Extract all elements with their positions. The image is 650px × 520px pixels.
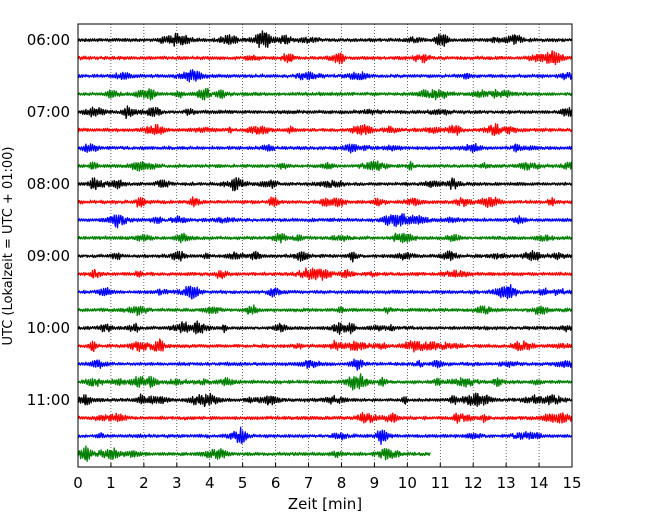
trace-0615 <box>77 50 573 66</box>
x-tick-label: 3 <box>172 474 182 492</box>
x-tick-label: 11 <box>431 474 450 492</box>
x-tick-label: 1 <box>106 474 116 492</box>
x-tick-label: 0 <box>73 474 83 492</box>
x-grid <box>110 24 540 467</box>
y-axis-label: UTC (Lokalzeit = UTC + 01:00) <box>1 147 16 346</box>
y-tick-label: 10:00 <box>27 319 70 337</box>
trace-0915 <box>77 267 573 281</box>
y-tick-label: 06:00 <box>27 31 70 49</box>
trace-1145 <box>77 445 431 462</box>
y-tick-label: 08:00 <box>27 175 70 193</box>
trace-1045 <box>77 373 573 391</box>
trace-0745 <box>78 160 573 172</box>
x-tick-label: 14 <box>530 474 549 492</box>
trace-1130 <box>77 426 573 445</box>
x-axis: 0 1 2 3 4 5 6 7 8 9 10 11 12 13 14 15 <box>73 463 582 492</box>
trace-1115 <box>77 411 573 424</box>
trace-1000 <box>77 320 573 335</box>
x-tick-label: 13 <box>497 474 516 492</box>
trace-0945 <box>77 304 573 317</box>
trace-0700 <box>77 105 573 120</box>
y-axis: 06:00 07:00 08:00 09:00 10:00 11:00 <box>27 31 82 409</box>
x-axis-label: Zeit [min] <box>288 495 362 513</box>
trace-0900 <box>77 250 572 263</box>
trace-1100 <box>77 392 573 408</box>
trace-0600 <box>77 30 573 49</box>
trace-0815 <box>77 196 573 209</box>
x-tick-label: 4 <box>205 474 215 492</box>
trace-1015 <box>77 338 573 353</box>
trace-0715 <box>77 123 573 137</box>
trace-0800 <box>77 177 573 192</box>
x-tick-label: 9 <box>370 474 380 492</box>
trace-0830 <box>77 213 573 229</box>
x-tick-label: 10 <box>398 474 417 492</box>
x-tick-label: 2 <box>139 474 149 492</box>
x-tick-label: 15 <box>562 474 581 492</box>
x-tick-label: 5 <box>238 474 248 492</box>
trace-0930 <box>77 283 573 300</box>
y-tick-label: 11:00 <box>27 391 70 409</box>
trace-0845 <box>77 232 573 244</box>
x-tick-label: 6 <box>271 474 281 492</box>
x-tick-label: 12 <box>464 474 483 492</box>
y-tick-label: 09:00 <box>27 247 70 265</box>
trace-0645 <box>77 87 573 101</box>
x-tick-label: 8 <box>337 474 347 492</box>
y-tick-label: 07:00 <box>27 103 70 121</box>
trace-1030 <box>77 358 573 371</box>
trace-0630 <box>77 69 573 83</box>
x-tick-label: 7 <box>304 474 314 492</box>
plot-frame <box>77 23 573 468</box>
trace-0730 <box>77 142 573 154</box>
traces <box>77 30 573 462</box>
